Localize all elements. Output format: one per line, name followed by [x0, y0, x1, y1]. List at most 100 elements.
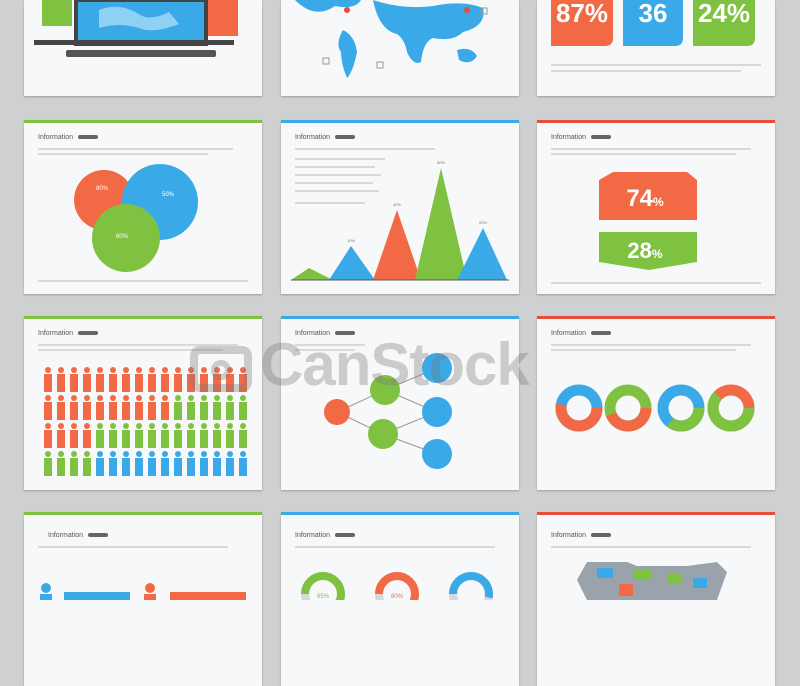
person-icon	[226, 451, 234, 476]
person-icon	[174, 451, 182, 476]
person-icon	[135, 395, 143, 420]
person-icon	[239, 451, 247, 476]
slide-triangles[interactable]: Information 10% 40% 80% 20%	[281, 120, 519, 294]
slide-heading: Information	[551, 330, 612, 337]
person-icon	[96, 367, 104, 392]
slide-device[interactable]	[24, 0, 262, 96]
person-icon	[70, 423, 78, 448]
tri-label: 20%	[479, 220, 487, 225]
hex-bottom-value: 28%	[627, 238, 662, 263]
stat-87: 87%	[556, 0, 608, 28]
person-icon	[200, 423, 208, 448]
person-icon	[148, 451, 156, 476]
person-icon	[187, 423, 195, 448]
slide-network[interactable]: Information	[281, 316, 519, 490]
person-icon	[174, 367, 182, 392]
venn-label: 60%	[116, 234, 129, 240]
person-icon	[109, 423, 117, 448]
person-icon	[161, 395, 169, 420]
person-icon	[148, 395, 156, 420]
person-icon	[57, 451, 65, 476]
usa-map	[577, 562, 727, 600]
person-icon	[200, 451, 208, 476]
slide-venn[interactable]: Information 80% 50% 60%	[24, 120, 262, 294]
slide-heading: Information	[295, 532, 356, 539]
ring-label: 65%	[317, 594, 330, 600]
stat-24: 24%	[698, 0, 750, 28]
slide-heading: Information	[295, 134, 356, 141]
slide-heading: Information	[551, 532, 612, 539]
watermark: CanStock	[190, 330, 530, 399]
person-icon	[96, 395, 104, 420]
slide-world-map[interactable]	[281, 0, 519, 96]
person-icon	[213, 423, 221, 448]
person-icon	[109, 395, 117, 420]
person-icon	[174, 395, 182, 420]
tri-label: 10%	[347, 238, 355, 243]
person-icon	[83, 395, 91, 420]
person-icon	[70, 451, 78, 476]
person-icon	[135, 423, 143, 448]
person-icon	[148, 423, 156, 448]
stat-36: 36	[639, 0, 668, 28]
person-icon	[161, 367, 169, 392]
person-icon	[161, 423, 169, 448]
device-illustration	[34, 0, 238, 57]
person-icon	[109, 367, 117, 392]
person-icon	[226, 395, 234, 420]
slide-people[interactable]: Information	[24, 316, 262, 490]
slide-donuts[interactable]: Information	[537, 316, 775, 490]
person-icon	[44, 367, 52, 392]
person-icon	[70, 395, 78, 420]
person-icon	[239, 423, 247, 448]
world-map	[295, 0, 488, 78]
venn-label: 50%	[162, 192, 175, 198]
slide-heading: Information	[551, 134, 612, 141]
person-icon	[83, 367, 91, 392]
person-icon	[44, 423, 52, 448]
person-icon	[148, 367, 156, 392]
slide-people-bars[interactable]: Information	[24, 512, 262, 686]
person-icon	[200, 367, 208, 392]
donut-charts	[555, 384, 755, 432]
tri-label: 40%	[393, 202, 401, 207]
slide-usa-map[interactable]: Information	[537, 512, 775, 686]
person-icon	[187, 451, 195, 476]
person-icon	[70, 367, 78, 392]
slide-rings[interactable]: Information 65% 80%	[281, 512, 519, 686]
slide-stat-boxes[interactable]: 87% 36 24%	[537, 0, 775, 96]
tri-label: 80%	[437, 160, 445, 165]
person-icon	[96, 451, 104, 476]
ring-charts: 65% 80%	[301, 572, 493, 600]
person-icon	[122, 367, 130, 392]
stat-boxes: 87% 36 24%	[551, 0, 761, 72]
slide-heading: Information	[48, 532, 109, 539]
person-icon	[200, 395, 208, 420]
person-icon	[83, 451, 91, 476]
person-icon	[57, 423, 65, 448]
slide-hex-percent[interactable]: Information 74% 28%	[537, 120, 775, 294]
person-icon	[109, 451, 117, 476]
slide-heading: Information	[295, 330, 356, 337]
hex-top-value: 74%	[626, 185, 664, 212]
people-bars	[40, 583, 246, 600]
person-icon	[135, 367, 143, 392]
ring-label: 80%	[391, 594, 404, 600]
person-icon	[187, 395, 195, 420]
slide-heading: Information	[38, 330, 99, 337]
hex-badges: 74% 28%	[551, 172, 761, 284]
person-icon	[122, 423, 130, 448]
person-icon	[135, 451, 143, 476]
slide-heading: Information	[38, 134, 99, 141]
person-icon	[122, 395, 130, 420]
venn-diagram: 80% 50% 60%	[38, 164, 248, 282]
person-icon	[44, 451, 52, 476]
triangle-chart: 10% 40% 80% 20%	[291, 160, 509, 281]
person-icon	[213, 451, 221, 476]
people-infographic	[44, 367, 247, 476]
person-icon	[44, 395, 52, 420]
person-icon	[239, 395, 247, 420]
person-icon	[226, 423, 234, 448]
person-icon	[122, 451, 130, 476]
person-icon	[83, 423, 91, 448]
